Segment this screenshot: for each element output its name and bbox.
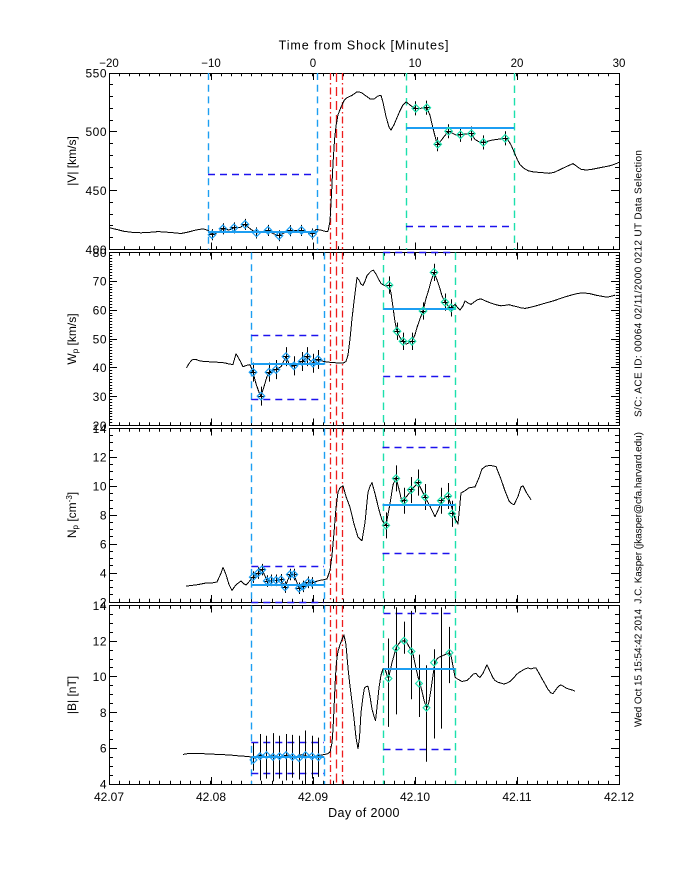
svg-text:6: 6	[100, 537, 107, 551]
svg-text:−10: −10	[201, 58, 221, 70]
svg-text:8: 8	[100, 706, 107, 720]
svg-text:|B| [nT]: |B| [nT]	[65, 676, 79, 714]
svg-text:14: 14	[93, 422, 107, 436]
svg-text:500: 500	[85, 125, 107, 139]
svg-text:−20: −20	[99, 58, 119, 70]
svg-text:30: 30	[613, 58, 626, 70]
svg-text:50: 50	[93, 332, 107, 346]
svg-text:20: 20	[511, 58, 524, 70]
svg-text:42.08: 42.08	[196, 790, 226, 804]
svg-text:Wed Oct 15 15:54:42 2014 J.C.: Wed Oct 15 15:54:42 2014 J.C. Kasper (jk…	[634, 432, 645, 727]
svg-text:8: 8	[100, 509, 107, 523]
svg-text:10: 10	[409, 58, 422, 70]
svg-text:4: 4	[100, 777, 107, 791]
svg-text:6: 6	[100, 742, 107, 756]
svg-text:400: 400	[85, 243, 107, 257]
svg-text:42.09: 42.09	[298, 790, 328, 804]
svg-text:80: 80	[93, 246, 107, 260]
svg-text:42.12: 42.12	[604, 790, 634, 804]
svg-text:42.07: 42.07	[94, 790, 124, 804]
svg-text:42.10: 42.10	[400, 790, 430, 804]
svg-text:12: 12	[93, 635, 107, 649]
svg-text:S/C: ACE ID: 00064 02/11/2000: S/C: ACE ID: 00064 02/11/2000 0212 UT Da…	[634, 150, 645, 417]
svg-text:Wp [km/s]: Wp [km/s]	[65, 313, 80, 364]
svg-text:0: 0	[310, 58, 316, 70]
svg-text:10: 10	[93, 670, 107, 684]
svg-text:40: 40	[93, 361, 107, 375]
svg-text:20: 20	[93, 419, 107, 433]
svg-text:Time from Shock [Minutes]: Time from Shock [Minutes]	[279, 39, 450, 53]
svg-text:60: 60	[93, 303, 107, 317]
svg-text:|V| [km/s]: |V| [km/s]	[65, 136, 79, 186]
svg-text:450: 450	[85, 184, 107, 198]
svg-text:4: 4	[100, 566, 107, 580]
svg-text:12: 12	[93, 451, 107, 465]
svg-text:70: 70	[93, 275, 107, 289]
svg-text:2: 2	[100, 595, 107, 609]
svg-text:42.11: 42.11	[502, 790, 531, 804]
svg-text:10: 10	[93, 480, 107, 494]
svg-text:30: 30	[93, 390, 107, 404]
svg-text:550: 550	[85, 66, 107, 80]
svg-text:Day of 2000: Day of 2000	[328, 806, 400, 820]
svg-text:14: 14	[93, 599, 107, 613]
